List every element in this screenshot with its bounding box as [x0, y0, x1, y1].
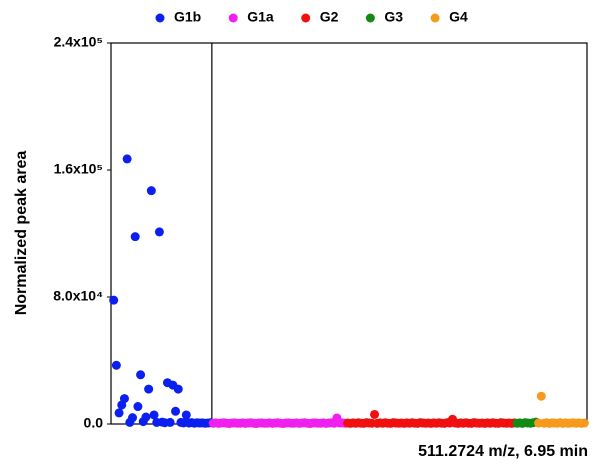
point	[111, 360, 121, 370]
point	[154, 227, 164, 237]
point	[144, 384, 154, 394]
point	[173, 384, 183, 394]
plot-frame	[110, 42, 588, 425]
legend-label: G1b	[174, 9, 201, 25]
point	[141, 412, 151, 422]
y-tick-label: 8.0x10⁴	[53, 288, 103, 304]
legend-marker	[228, 13, 238, 23]
y-tick-label: 1.6x10⁵	[54, 161, 103, 177]
legend-label: G4	[449, 9, 468, 25]
point	[128, 413, 138, 423]
point	[149, 410, 159, 420]
point	[109, 295, 119, 305]
legend-label: G2	[320, 9, 339, 25]
legend-marker	[430, 13, 440, 23]
point	[165, 417, 175, 427]
point	[181, 410, 191, 420]
point	[146, 186, 156, 196]
y-tick-label: 0.0	[84, 415, 104, 431]
legend-label: G1a	[247, 9, 274, 25]
legend-marker	[155, 13, 165, 23]
y-axis-label: Normalized peak area	[13, 151, 30, 316]
legend-marker	[365, 13, 375, 23]
point	[370, 409, 380, 419]
point	[122, 154, 132, 164]
point	[130, 232, 140, 242]
y-tick-label: 2.4x10⁵	[54, 34, 103, 50]
x-axis-label: 511.2724 m/z, 6.95 min	[418, 443, 588, 460]
legend-label: G3	[384, 9, 403, 25]
point	[171, 406, 181, 416]
point	[133, 402, 143, 412]
point	[136, 370, 146, 380]
point	[536, 391, 546, 401]
point	[579, 418, 589, 428]
legend-marker	[301, 13, 311, 23]
point	[114, 408, 124, 418]
point	[119, 394, 129, 404]
